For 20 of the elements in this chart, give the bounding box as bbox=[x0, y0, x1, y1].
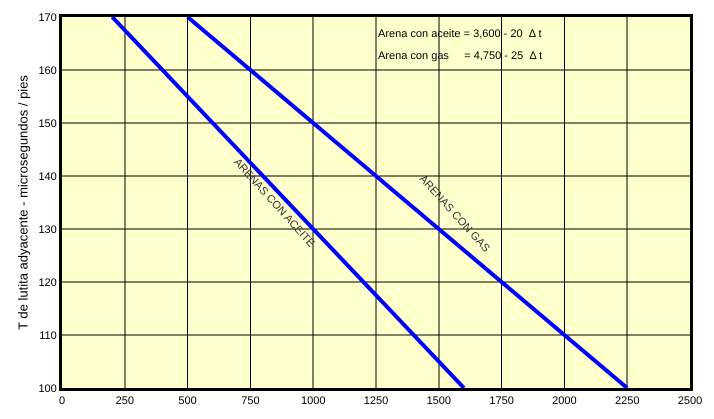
y-tick-label: 150 bbox=[38, 118, 57, 130]
y-tick-label: 120 bbox=[38, 276, 57, 289]
y-tick-label: 170 bbox=[38, 12, 57, 24]
x-tick-label: 1000 bbox=[300, 395, 326, 408]
x-tick-label: 750 bbox=[241, 395, 260, 408]
x-tick-label: 250 bbox=[116, 395, 134, 408]
x-tick-label: 1500 bbox=[426, 395, 452, 408]
x-tick-label: 2250 bbox=[614, 395, 640, 408]
y-tick-label: 130 bbox=[38, 224, 57, 236]
y-tick-label: 110 bbox=[39, 330, 57, 342]
x-tick-label: 0 bbox=[58, 395, 66, 408]
y-tick-label: 140 bbox=[38, 170, 57, 183]
x-tick-label: 1250 bbox=[364, 395, 388, 408]
y-axis-title: T de lutita adyacente - microsegundos / pies bbox=[15, 74, 30, 330]
x-tick-label: 2500 bbox=[678, 395, 702, 408]
x-tick-label: 500 bbox=[178, 395, 197, 408]
x-tick-label: 1750 bbox=[489, 395, 514, 408]
y-tick-label: 100 bbox=[38, 382, 57, 395]
y-tick-label: 160 bbox=[38, 64, 57, 77]
x-tick-label: 2000 bbox=[552, 395, 577, 408]
